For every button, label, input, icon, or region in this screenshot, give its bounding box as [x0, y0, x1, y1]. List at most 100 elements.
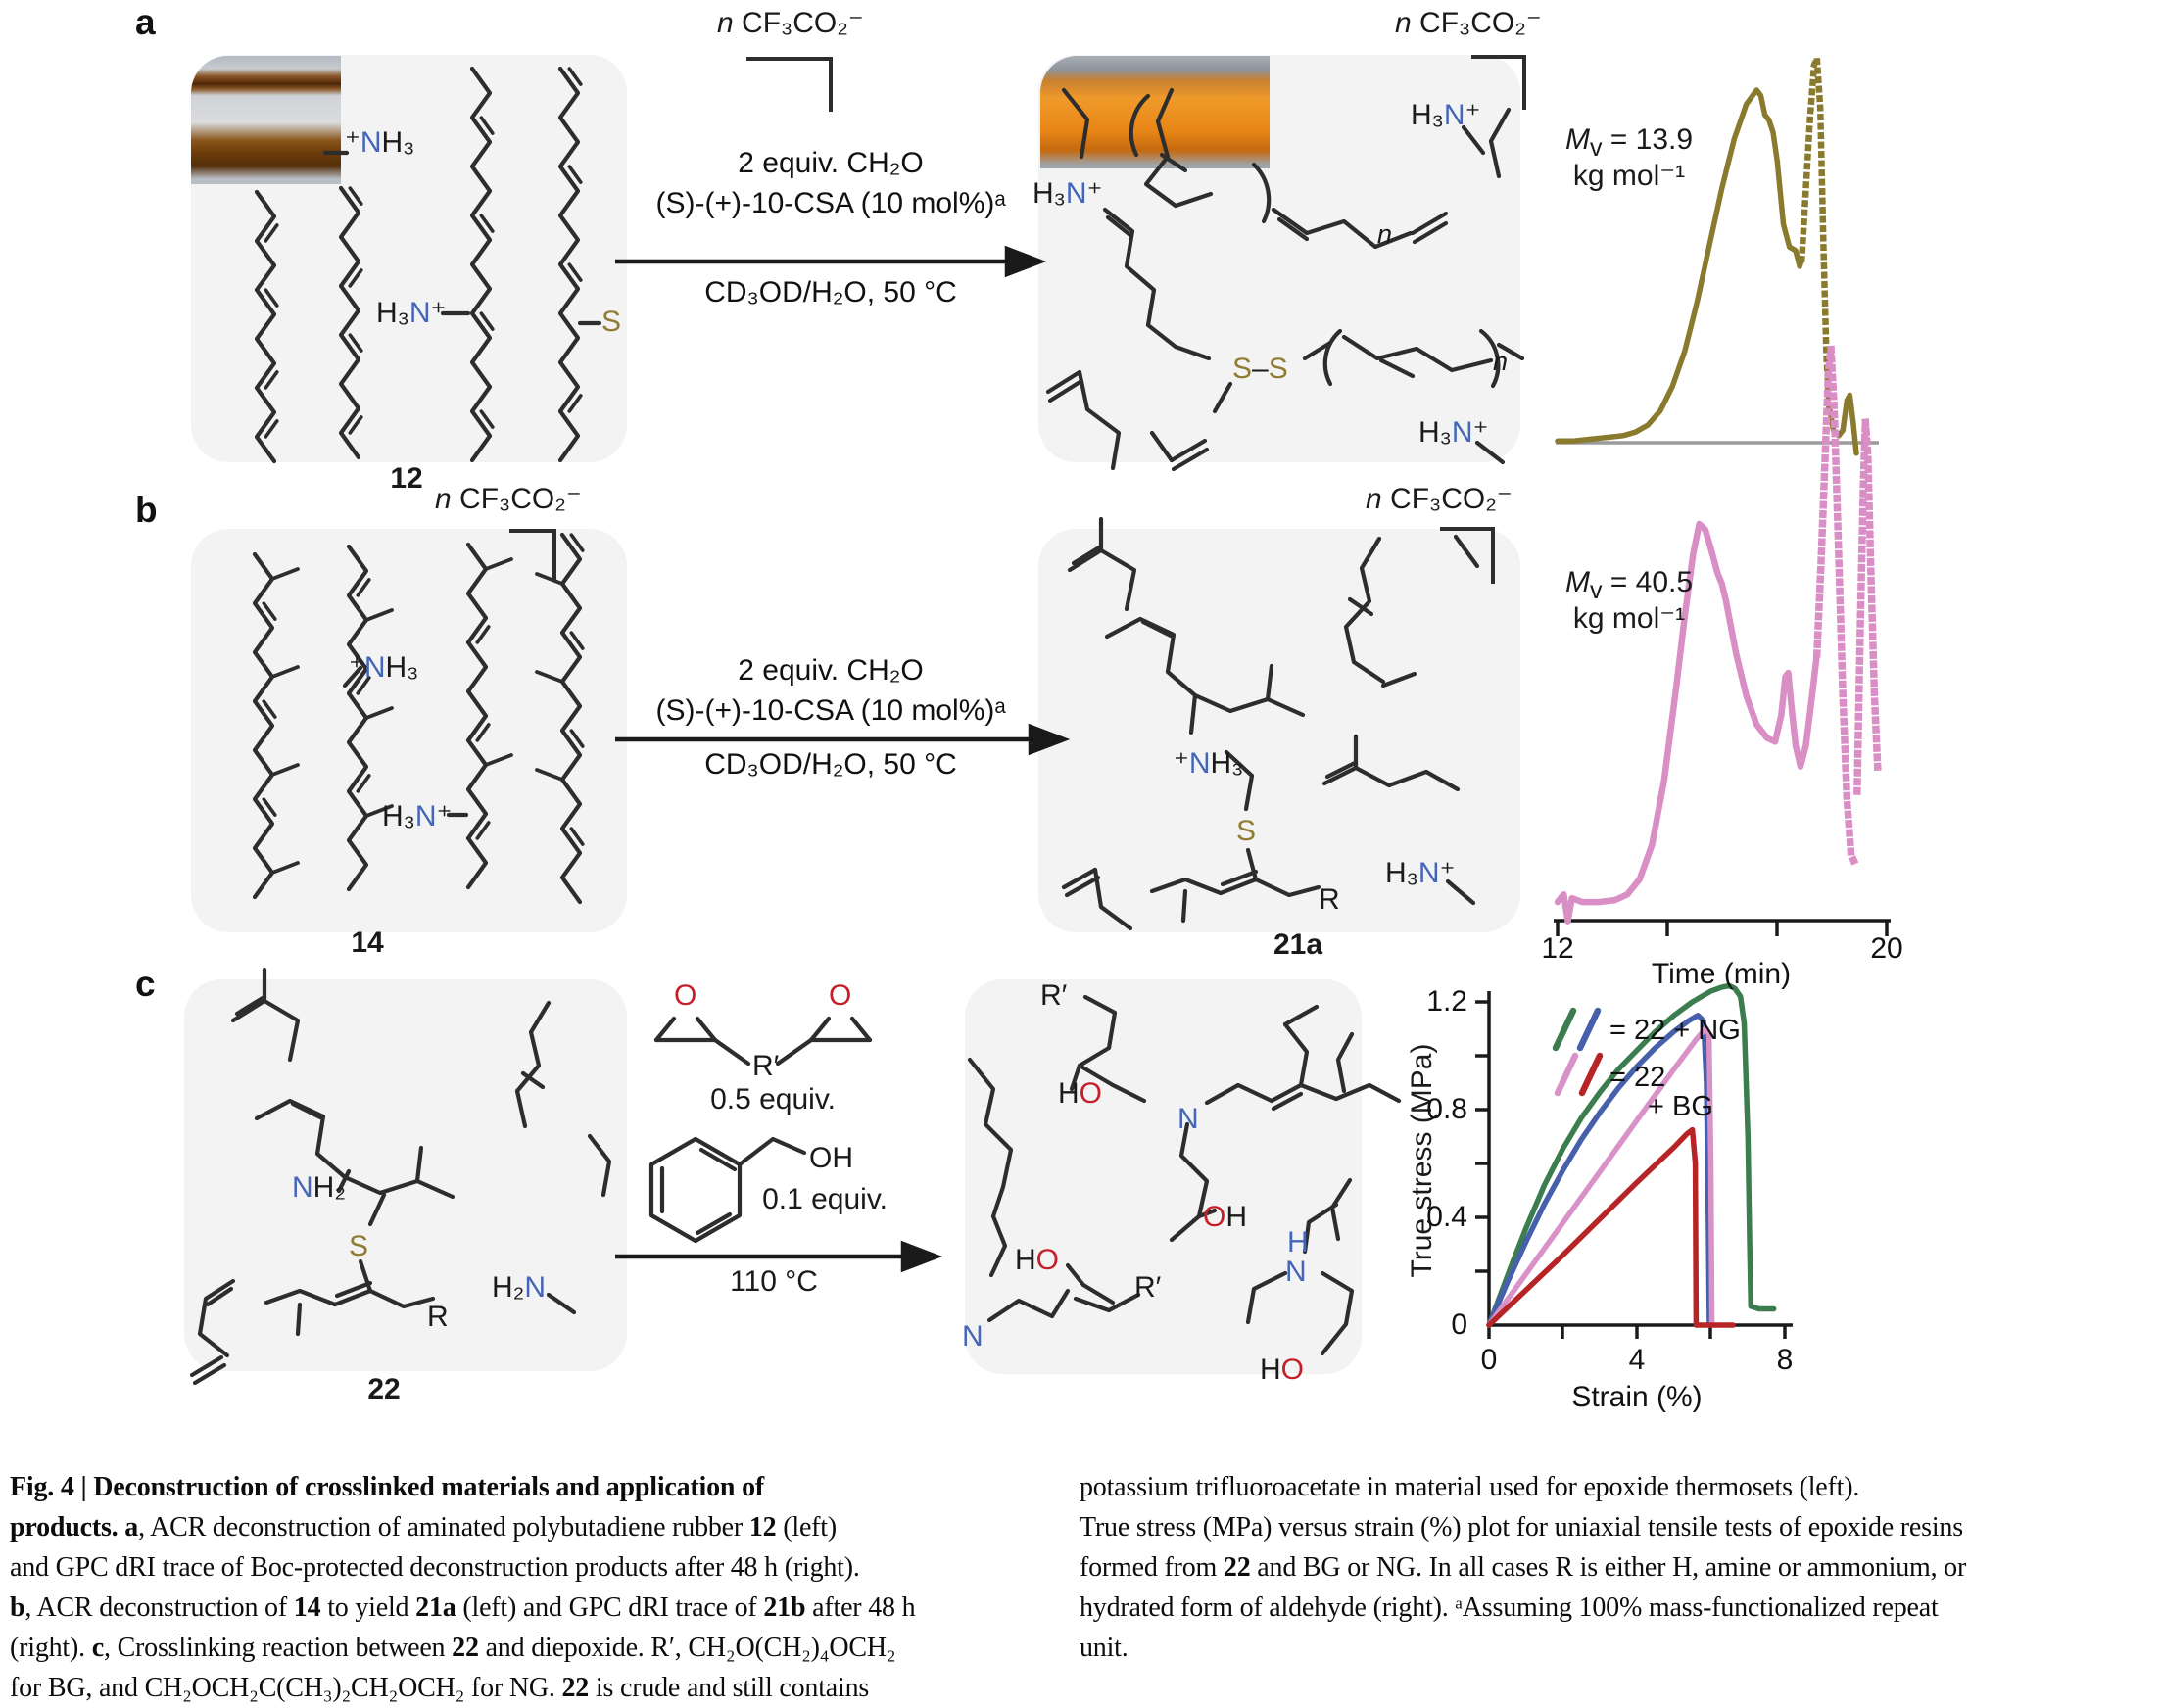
- label-r-b-right: R: [1319, 883, 1340, 916]
- stress-ytick-0: 0: [1451, 1308, 1467, 1341]
- repeat-brackets: [509, 55, 1526, 584]
- caption-right-column: potassium trifluoroacetate in material u…: [1080, 1467, 2157, 1668]
- label-h3n-b-right: H₃N⁺: [1385, 857, 1456, 889]
- caption-line: b, ACR deconstruction of 14 to yield 21a…: [10, 1592, 916, 1623]
- legend-swatches: [1552, 1007, 1604, 1097]
- label-equiv-01: 0.1 equiv.: [762, 1183, 888, 1215]
- panel-label-a: a: [135, 2, 156, 42]
- label-oh-2: OH: [1203, 1201, 1248, 1233]
- reaction-arrow-b: [615, 723, 1071, 756]
- conditions-b-line3: CD₃OD/H₂O, 50 °C: [704, 748, 957, 781]
- caption-line: for BG, and CH₂OCH₂C(CH₃)₂CH₂OCH₂ for NG…: [10, 1673, 870, 1703]
- label-nh2-c: NH₂: [292, 1171, 346, 1204]
- label-n-2: N: [1285, 1256, 1307, 1288]
- label-n-3: N: [962, 1320, 984, 1352]
- label-rprime-reagent: R′: [752, 1050, 780, 1082]
- caption-line: (right). c, Crosslinking reaction betwee…: [10, 1633, 896, 1663]
- caption-line: Fig. 4 | Deconstruction of crosslinked m…: [10, 1472, 765, 1502]
- legend-ng-swatch-green: [1552, 1007, 1577, 1052]
- strain-xtick-0: 0: [1480, 1344, 1498, 1376]
- time-tick-20: 20: [1870, 932, 1903, 965]
- label-h-amine: H: [1287, 1226, 1309, 1258]
- polymer-chains: [252, 66, 585, 905]
- gpc-trace-a: [1555, 57, 1859, 456]
- photo-orange-solution-flask: [1040, 56, 1270, 168]
- structure-fragments: [189, 87, 1525, 1386]
- structure-box-21a: [1038, 529, 1520, 932]
- time-tick-12: 12: [1541, 932, 1574, 965]
- label-nh3-b-right: ⁺NH₃: [1174, 747, 1244, 780]
- label-equiv-05: 0.5 equiv.: [710, 1083, 836, 1115]
- time-axis-label: Time (min): [1651, 958, 1792, 990]
- caption-line: potassium trifluoroacetate in material u…: [1080, 1472, 1860, 1502]
- label-ho-1: HO: [1058, 1077, 1103, 1110]
- legend-ng-swatch-blue: [1576, 1007, 1602, 1052]
- label-h3n-b-left: H₃N⁺: [382, 800, 453, 832]
- caption-line: True stress (MPa) versus strain (%) plot…: [1080, 1512, 1963, 1542]
- mv-unit-a: kg mol⁻¹: [1572, 160, 1686, 192]
- stress-ytick-0.8: 0.8: [1426, 1093, 1467, 1125]
- compound-21a: 21a: [1273, 928, 1323, 961]
- conditions-a-line3: CD₃OD/H₂O, 50 °C: [704, 276, 957, 308]
- strain-xtick-4: 4: [1628, 1344, 1646, 1376]
- counterion-b-right: n CF₃CO₂⁻: [1366, 483, 1513, 515]
- compound-22: 22: [367, 1373, 401, 1405]
- label-h3n-a-left: H₃N⁺: [376, 297, 447, 329]
- label-ho-3: HO: [1260, 1353, 1305, 1386]
- legend-bg-label-line1: = 22: [1609, 1062, 1666, 1093]
- conditions-a-line2: (S)-(+)-10-CSA (10 mol%)ᵃ: [655, 187, 1006, 219]
- label-h3n-a-right-1: H₃N⁺: [1032, 177, 1103, 210]
- reaction-arrow-c: [615, 1240, 943, 1273]
- label-h3n-a-right-2: H₃N⁺: [1411, 99, 1481, 131]
- structure-box-14: [191, 529, 627, 932]
- stress-ytick-1.2: 1.2: [1426, 985, 1467, 1018]
- compound-12: 12: [390, 462, 423, 495]
- label-r-c-left: R: [427, 1301, 449, 1333]
- label-oh-benzyl: OH: [809, 1142, 853, 1174]
- panel-label-b: b: [135, 490, 158, 530]
- counterion-a-right: n CF₃CO₂⁻: [1395, 7, 1542, 39]
- photo-rubber-in-flask: [191, 56, 341, 184]
- mv-annotation-b: Mv = 40.5: [1564, 566, 1694, 604]
- caption-line: unit.: [1080, 1633, 1129, 1663]
- label-temp-110: 110 °C: [730, 1265, 818, 1298]
- label-epoxide-o-2: O: [829, 979, 852, 1012]
- label-s-b-right: S: [1236, 815, 1257, 847]
- gpc-trace-b: [1554, 348, 1882, 925]
- caption-line: hydrated form of aldehyde (right). ᵃAssu…: [1080, 1592, 1939, 1623]
- caption-line: formed from 22 and BG or NG. In all case…: [1080, 1552, 1967, 1583]
- caption-left-column: Fig. 4 | Deconstruction of crosslinked m…: [10, 1467, 1068, 1708]
- legend-bg-swatch-red: [1578, 1052, 1604, 1097]
- compound-14: 14: [351, 926, 384, 959]
- stress-y-axis-label: True stress (MPa): [1406, 1043, 1438, 1278]
- label-n-repeat-a-2: n: [1493, 347, 1509, 376]
- mv-annotation-a: Mv = 13.9: [1564, 123, 1694, 162]
- reaction-arrow-a: [615, 245, 1047, 278]
- counterion-a-left: n CF₃CO₂⁻: [717, 7, 864, 39]
- conditions-b-line1: 2 equiv. CH₂O: [738, 654, 924, 687]
- stress-ytick-0.4: 0.4: [1426, 1201, 1467, 1233]
- label-epoxide-o-1: O: [674, 979, 697, 1012]
- legend-bg-swatch-pink: [1554, 1052, 1579, 1097]
- caption-line: and GPC dRI trace of Boc-protected decon…: [10, 1552, 860, 1583]
- label-n-repeat-a-1: n: [1377, 219, 1393, 249]
- label-s-a-left: S: [601, 306, 622, 338]
- conditions-b-line2: (S)-(+)-10-CSA (10 mol%)ᵃ: [655, 694, 1006, 727]
- label-rprime-mid: R′: [1134, 1271, 1162, 1304]
- label-h3n-a-right-3: H₃N⁺: [1418, 416, 1489, 449]
- legend-ng-label: = 22 + NG: [1609, 1015, 1741, 1046]
- mv-unit-b: kg mol⁻¹: [1572, 602, 1686, 635]
- label-rprime-top: R′: [1040, 979, 1068, 1012]
- gpc-b-axis: [1554, 919, 1891, 936]
- conditions-a-line1: 2 equiv. CH₂O: [738, 147, 924, 179]
- counterion-b-left: n CF₃CO₂⁻: [435, 483, 582, 515]
- label-h2n-c: H₂N: [492, 1271, 546, 1304]
- label-disulfide-a: S–S: [1232, 353, 1288, 385]
- strain-axis-label: Strain (%): [1571, 1381, 1703, 1413]
- caption-line: products. a, ACR deconstruction of amina…: [10, 1512, 837, 1542]
- label-nh3-a-left: ⁺NH₃: [345, 126, 415, 159]
- label-ho-2: HO: [1015, 1244, 1060, 1276]
- strain-xtick-8: 8: [1776, 1344, 1794, 1376]
